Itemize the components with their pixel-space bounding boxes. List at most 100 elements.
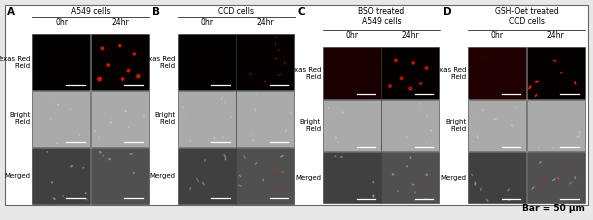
Ellipse shape (372, 195, 374, 197)
Text: A: A (7, 7, 15, 17)
Circle shape (119, 45, 121, 47)
Ellipse shape (511, 124, 513, 127)
Ellipse shape (387, 160, 389, 162)
Ellipse shape (337, 141, 338, 143)
Ellipse shape (221, 96, 224, 100)
Text: Texas Red
Field: Texas Red Field (141, 56, 176, 69)
Ellipse shape (280, 155, 283, 157)
Ellipse shape (327, 106, 329, 110)
Ellipse shape (230, 116, 232, 119)
Circle shape (133, 53, 135, 55)
Ellipse shape (575, 135, 581, 138)
Ellipse shape (196, 178, 199, 182)
Ellipse shape (423, 182, 425, 184)
Ellipse shape (473, 114, 474, 117)
Text: 24hr: 24hr (401, 31, 419, 40)
Ellipse shape (386, 136, 388, 138)
Ellipse shape (281, 189, 285, 190)
Bar (91, 148, 149, 204)
Circle shape (127, 70, 130, 72)
Ellipse shape (412, 184, 415, 186)
Ellipse shape (182, 105, 184, 110)
Text: Merged: Merged (5, 173, 30, 179)
Ellipse shape (406, 165, 408, 167)
Ellipse shape (471, 174, 473, 176)
Ellipse shape (133, 172, 135, 174)
Text: Bright
Field: Bright Field (155, 112, 176, 125)
Ellipse shape (423, 167, 424, 168)
Ellipse shape (392, 173, 394, 176)
Ellipse shape (85, 192, 87, 194)
Ellipse shape (57, 103, 59, 106)
Text: Merged: Merged (440, 175, 466, 181)
Circle shape (98, 77, 101, 81)
Ellipse shape (94, 130, 96, 133)
Ellipse shape (480, 188, 482, 191)
Circle shape (137, 75, 140, 78)
Text: Bright
Field: Bright Field (299, 119, 321, 132)
Ellipse shape (335, 137, 337, 139)
Ellipse shape (244, 106, 246, 110)
Ellipse shape (553, 59, 557, 62)
Text: Bright
Field: Bright Field (445, 119, 466, 132)
Text: Bar = 50 μm: Bar = 50 μm (522, 204, 585, 213)
Ellipse shape (334, 155, 336, 157)
Ellipse shape (134, 174, 135, 175)
Ellipse shape (430, 130, 433, 132)
Ellipse shape (339, 119, 340, 122)
Bar (91, 35, 149, 90)
Ellipse shape (507, 189, 510, 191)
Ellipse shape (250, 73, 251, 75)
Ellipse shape (565, 129, 567, 134)
Ellipse shape (221, 136, 225, 138)
Ellipse shape (70, 165, 73, 167)
Bar (527, 48, 585, 99)
Ellipse shape (276, 37, 277, 38)
Ellipse shape (46, 126, 49, 130)
Ellipse shape (414, 191, 416, 193)
Ellipse shape (514, 106, 517, 108)
Ellipse shape (410, 156, 411, 159)
Ellipse shape (116, 110, 119, 112)
Ellipse shape (276, 165, 279, 167)
Ellipse shape (372, 181, 374, 183)
Ellipse shape (99, 151, 102, 154)
Ellipse shape (426, 143, 428, 145)
Ellipse shape (406, 136, 408, 138)
Circle shape (101, 47, 104, 50)
Text: Bright
Field: Bright Field (9, 112, 30, 125)
Ellipse shape (109, 163, 110, 164)
Text: GSH-Oet treated
CCD cells: GSH-Oet treated CCD cells (495, 7, 559, 26)
Circle shape (420, 82, 422, 84)
Ellipse shape (281, 171, 284, 173)
Ellipse shape (82, 167, 84, 169)
Ellipse shape (56, 142, 59, 145)
Ellipse shape (391, 191, 393, 192)
Ellipse shape (394, 175, 396, 176)
Ellipse shape (103, 155, 104, 157)
Circle shape (400, 77, 403, 80)
Ellipse shape (331, 118, 333, 119)
Ellipse shape (125, 166, 127, 167)
Ellipse shape (419, 109, 421, 111)
Circle shape (394, 59, 397, 62)
Bar (527, 152, 585, 204)
Ellipse shape (250, 132, 253, 136)
Ellipse shape (252, 139, 254, 141)
Ellipse shape (568, 166, 571, 169)
Ellipse shape (99, 183, 101, 184)
Ellipse shape (507, 198, 510, 201)
Ellipse shape (521, 106, 524, 108)
Ellipse shape (130, 153, 133, 155)
Ellipse shape (275, 57, 277, 59)
Ellipse shape (538, 145, 540, 150)
Bar (468, 48, 526, 99)
Ellipse shape (273, 174, 278, 175)
Ellipse shape (103, 113, 107, 114)
Ellipse shape (264, 81, 266, 82)
Ellipse shape (124, 110, 127, 112)
Text: Texas Red
Field: Texas Red Field (0, 56, 30, 69)
Ellipse shape (482, 108, 484, 112)
Ellipse shape (285, 128, 288, 132)
Bar (33, 35, 90, 90)
